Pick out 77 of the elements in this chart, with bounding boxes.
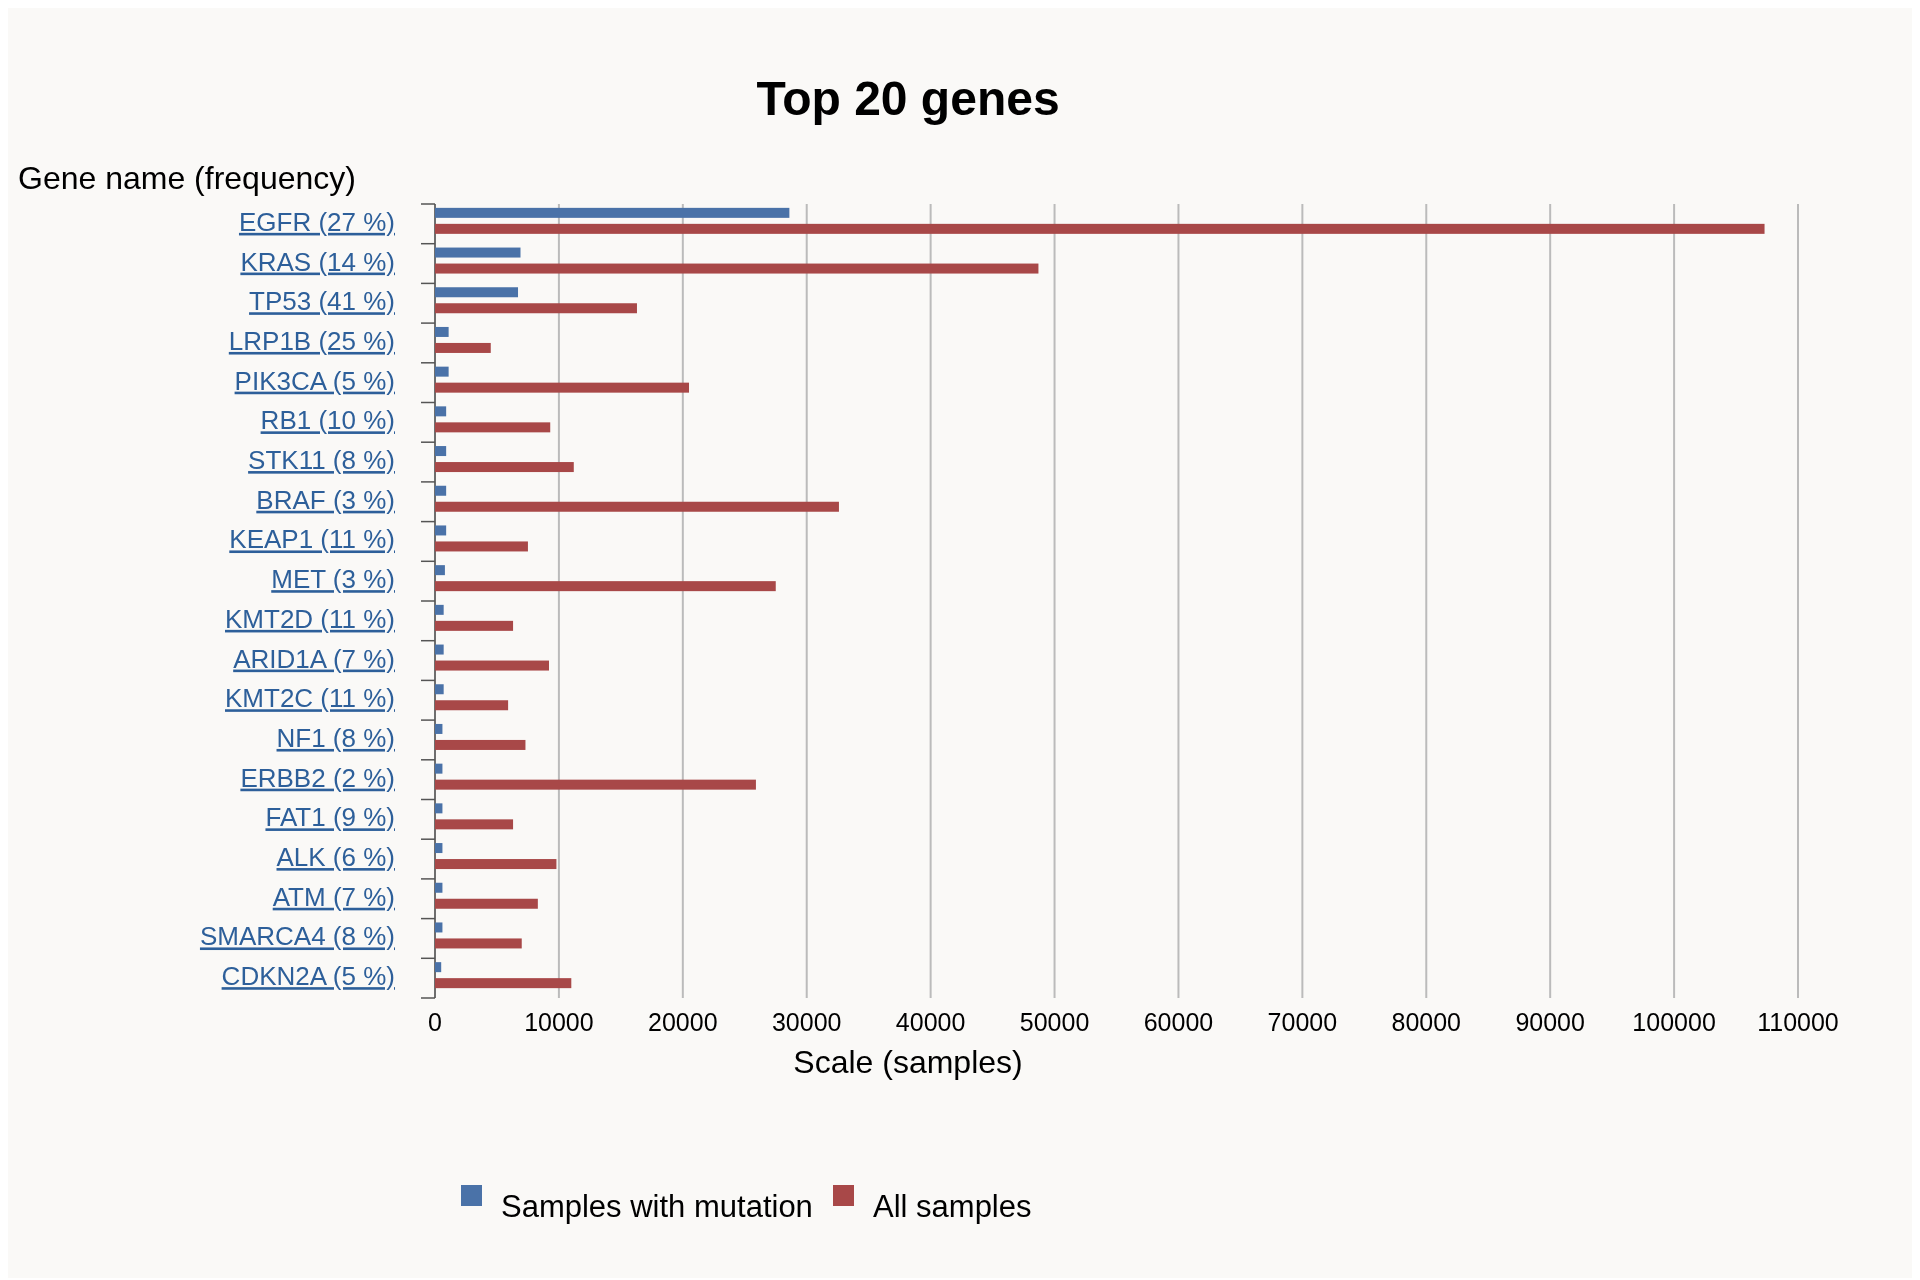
x-tick-label: 100000: [1632, 1008, 1716, 1036]
x-tick-label: 110000: [1757, 1008, 1839, 1036]
bar: [435, 684, 444, 695]
x-tick-label: 0: [428, 1008, 442, 1036]
bar: [435, 501, 839, 512]
bar: [435, 898, 538, 909]
bar: [435, 462, 574, 473]
bar: [435, 604, 444, 615]
bar: [435, 660, 549, 671]
bar: [435, 382, 690, 393]
bar: [435, 978, 572, 989]
x-axis-title: Scale (samples): [793, 1044, 1023, 1080]
y-tick-label: RB1 (10 %): [260, 405, 395, 436]
bar: [435, 819, 514, 830]
bar: [435, 287, 519, 298]
bar: [435, 303, 637, 314]
bar: [435, 620, 514, 631]
y-tick-label: STK11 (8 %): [248, 445, 395, 476]
y-tick-label: FAT1 (9 %): [265, 802, 395, 833]
x-tick-label: 90000: [1515, 1008, 1585, 1036]
y-tick-label: KEAP1 (11 %): [229, 524, 395, 555]
y-tick-label: NF1 (8 %): [276, 722, 395, 753]
bar: [435, 581, 776, 592]
y-tick-label: SMARCA4 (8 %): [199, 921, 395, 952]
y-tick-label: MET (3 %): [271, 564, 395, 595]
x-tick-label: 10000: [524, 1008, 594, 1036]
legend-label: All samples: [873, 1189, 1032, 1224]
bar: [435, 223, 1765, 234]
y-tick-label: ATM (7 %): [272, 881, 395, 912]
bar: [435, 247, 521, 258]
bar: [435, 843, 443, 854]
bar: [435, 700, 509, 711]
x-tick-label: 30000: [771, 1008, 842, 1036]
chart-title: Top 20 genes: [756, 72, 1060, 125]
y-tick-label: PIK3CA (5 %): [234, 365, 395, 396]
bar: [435, 565, 445, 576]
y-tick-label: EGFR (27 %): [238, 206, 395, 237]
y-tick-label: TP53 (41 %): [249, 286, 395, 317]
y-tick-label: BRAF (3 %): [256, 484, 395, 515]
bar: [435, 962, 442, 973]
bar: [435, 263, 1039, 274]
bar: [435, 485, 447, 496]
y-tick-label: CDKN2A (5 %): [221, 961, 395, 992]
x-tick-label: 40000: [895, 1008, 966, 1036]
bar: [435, 803, 443, 814]
bar: [435, 366, 449, 377]
y-tick-label: KRAS (14 %): [240, 246, 395, 277]
x-tick-label: 20000: [648, 1008, 718, 1036]
bar: [435, 922, 443, 933]
y-tick-label: KMT2D (11 %): [225, 603, 395, 634]
x-tick-label: 50000: [1019, 1008, 1090, 1036]
bar: [435, 207, 790, 218]
y-tick-label: ERBB2 (2 %): [240, 762, 395, 793]
y-axis-title: Gene name (frequency): [18, 160, 356, 196]
legend-label: Samples with mutation: [501, 1189, 813, 1224]
bar: [435, 763, 443, 774]
bar: [435, 644, 444, 655]
bar: [435, 326, 449, 337]
bar: [435, 723, 443, 734]
bar: [435, 422, 551, 433]
bar: [435, 406, 447, 417]
y-tick-label: LRP1B (25 %): [228, 325, 395, 356]
bar: [435, 739, 526, 750]
y-tick-label: ALK (6 %): [276, 842, 395, 873]
bar: [435, 938, 522, 949]
y-tick-label: KMT2C (11 %): [225, 683, 395, 714]
x-tick-label: 60000: [1143, 1008, 1214, 1036]
bar: [435, 342, 491, 353]
bar: [435, 446, 447, 457]
y-tick-label: ARID1A (7 %): [233, 643, 395, 674]
bar: [435, 882, 443, 893]
bar: [435, 541, 528, 552]
bar: [435, 779, 756, 790]
bar: [435, 859, 557, 870]
bar: [435, 525, 447, 536]
x-tick-label: 80000: [1391, 1008, 1462, 1036]
x-tick-label: 70000: [1267, 1008, 1338, 1036]
